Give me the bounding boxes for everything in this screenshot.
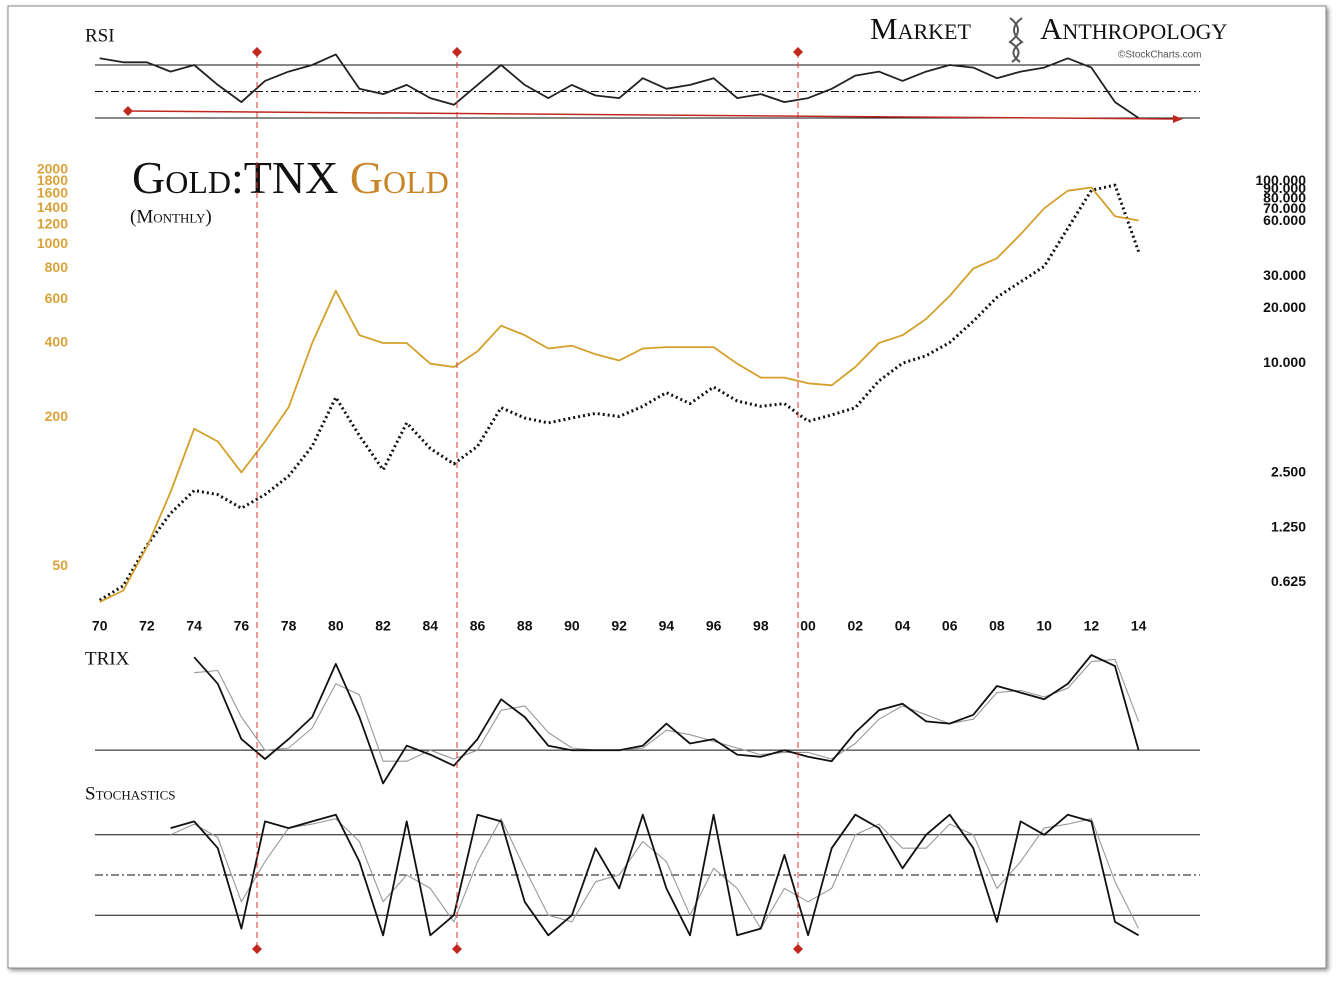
x-tick-label: 76	[234, 618, 250, 634]
y-tick-label: 400	[45, 334, 69, 350]
x-tick-label: 84	[422, 618, 438, 634]
dna-icon	[1008, 17, 1024, 63]
y2-tick-label: 70.000	[1263, 200, 1306, 216]
y2-tick-label: 60.000	[1263, 212, 1306, 228]
trend-arrow	[1173, 115, 1183, 123]
x-tick-label: 98	[753, 618, 769, 634]
x-tick-label: 88	[517, 618, 533, 634]
y2-tick-label: 0.625	[1271, 573, 1306, 589]
trend-line	[127, 110, 1176, 120]
plot-layer: RSI5020040060080010001200140016001800200…	[37, 25, 1306, 937]
y2-tick-label: 1.250	[1271, 518, 1306, 534]
y-tick-label: 1800	[37, 172, 68, 188]
y-tick-label: 600	[45, 290, 69, 306]
x-tick-label: 96	[706, 618, 722, 634]
x-tick-label: 74	[186, 618, 202, 634]
x-tick-label: 94	[659, 618, 675, 634]
y-tick-label: 200	[45, 408, 69, 424]
x-tick-label: 78	[281, 618, 297, 634]
frame	[7, 5, 1327, 969]
y-tick-label: 800	[45, 259, 69, 275]
x-tick-label: 90	[564, 618, 580, 634]
x-tick-label: 14	[1131, 618, 1147, 634]
brand-right: Anthropology	[1040, 11, 1227, 46]
series-line	[98, 183, 1141, 602]
x-tick-label: 70	[92, 618, 108, 634]
y2-tick-label: 100.000	[1255, 172, 1306, 188]
y2-tick-label: 2.500	[1271, 464, 1306, 480]
x-tick-label: 02	[847, 618, 863, 634]
x-tick-label: 04	[895, 618, 911, 634]
y2-tick-label: 80.000	[1263, 189, 1306, 205]
y-tick-label: 1600	[37, 185, 68, 201]
credit: ©StockCharts.com	[1118, 50, 1202, 61]
y2-tick-label: 20.000	[1263, 299, 1306, 315]
panel-title: Stochastics	[85, 783, 176, 804]
x-tick-label: 00	[800, 618, 816, 634]
y-tick-label: 1000	[37, 235, 68, 251]
y-tick-label: 50	[52, 557, 68, 573]
title-part: Gold:TNX	[132, 152, 338, 203]
x-tick-label: 92	[611, 618, 627, 634]
y-tick-label: 1200	[37, 216, 68, 232]
y2-tick-label: 90.000	[1263, 180, 1306, 196]
x-tick-label: 10	[1036, 618, 1052, 634]
panel-title: TRIX	[85, 648, 130, 669]
series-line	[194, 658, 1140, 762]
series-line	[193, 654, 1140, 785]
x-tick-label: 86	[470, 618, 486, 634]
x-tick-label: 82	[375, 618, 391, 634]
chart-title: Gold:TNX Gold	[132, 152, 449, 203]
x-tick-label: 08	[989, 618, 1005, 634]
y2-tick-label: 10.000	[1263, 354, 1306, 370]
event-diamonds	[123, 47, 803, 954]
series-line	[99, 53, 1140, 119]
y2-tick-label: 30.000	[1263, 267, 1306, 283]
x-tick-label: 72	[139, 618, 155, 634]
series-line	[99, 186, 1139, 603]
series-line	[170, 813, 1140, 937]
x-tick-label: 06	[942, 618, 958, 634]
x-tick-label: 80	[328, 618, 344, 634]
subtitle: (Monthly)	[130, 206, 212, 227]
y-tick-label: 1400	[37, 199, 68, 215]
panel-title: RSI	[85, 25, 115, 46]
title-part: Gold	[350, 152, 449, 203]
y-tick-label: 2000	[37, 161, 68, 177]
brand-left: Market	[870, 11, 971, 46]
x-tick-label: 12	[1084, 618, 1100, 634]
